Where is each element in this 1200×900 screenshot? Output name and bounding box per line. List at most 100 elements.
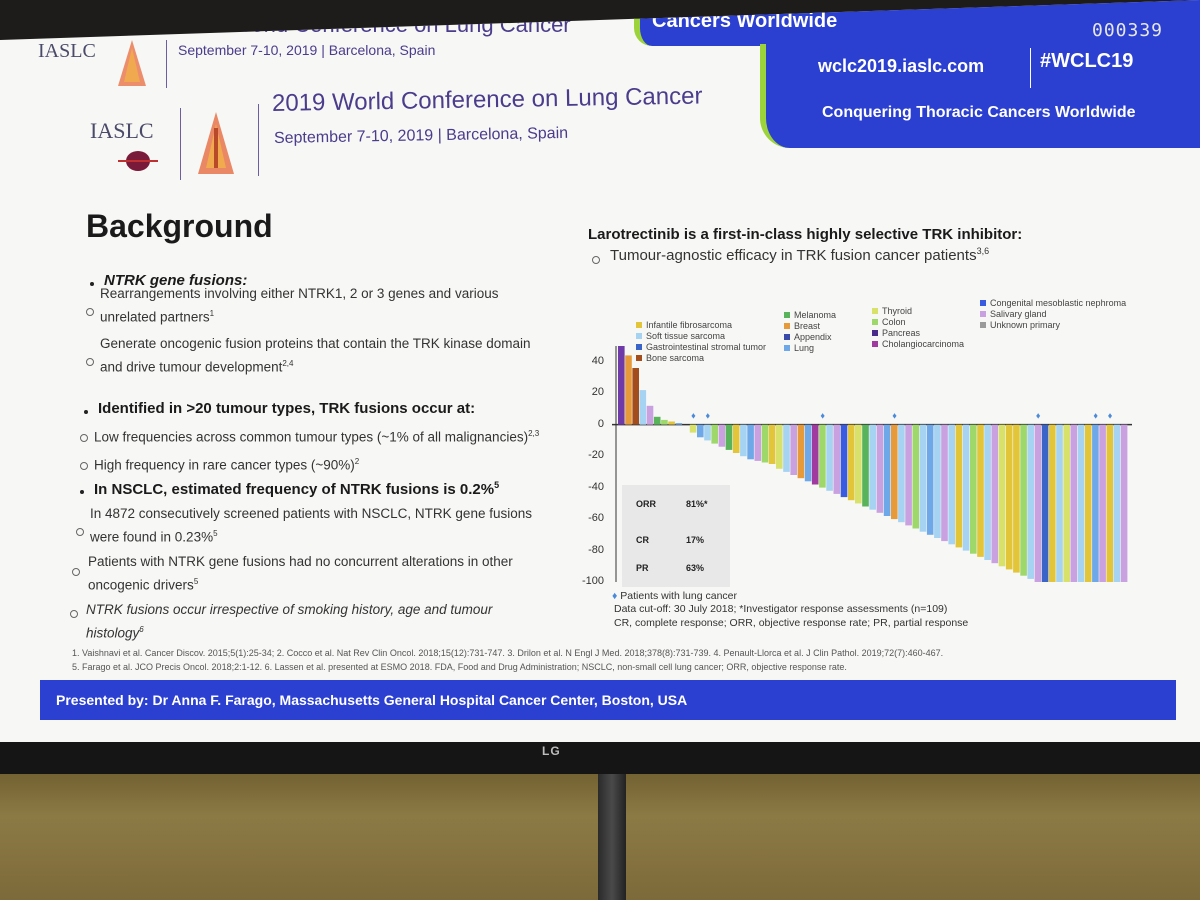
waterfall-bar bbox=[934, 424, 941, 538]
y-tick-label: -80 bbox=[588, 543, 604, 556]
lung-patient-marker: ♦ bbox=[892, 411, 897, 421]
waterfall-bar bbox=[977, 424, 984, 557]
legend-label: Soft tissue sarcoma bbox=[646, 331, 726, 341]
waterfall-bar bbox=[632, 368, 639, 425]
header-divider-3 bbox=[258, 104, 259, 176]
waterfall-bar bbox=[704, 424, 711, 441]
sub-marker bbox=[80, 434, 88, 442]
waterfall-bar bbox=[811, 424, 819, 485]
sub-low-frequencies: Low frequencies across common tumour typ… bbox=[94, 424, 539, 448]
right-title: Larotrectinib is a first-in-class highly… bbox=[588, 226, 1023, 243]
waterfall-bar bbox=[732, 424, 740, 453]
bullet-nsclc-frequency: In NSCLC, estimated frequency of NTRK fu… bbox=[94, 480, 499, 498]
legend-label: Pancreas bbox=[882, 328, 921, 338]
legend-label: Infantile fibrosarcoma bbox=[646, 320, 733, 330]
monitor-brand-logo: LG bbox=[542, 744, 561, 758]
legend-item: Bone sarcoma bbox=[636, 353, 704, 363]
waterfall-bar bbox=[804, 424, 812, 482]
legend-item: Gastrointestinal stromal tumor bbox=[636, 342, 766, 352]
waterfall-bar bbox=[898, 424, 905, 523]
sub-line-text: High frequency in rare cancer types (~90… bbox=[94, 457, 355, 473]
legend-label: Appendix bbox=[794, 332, 832, 342]
sub-line: In 4872 consecutively screened patients … bbox=[90, 506, 532, 521]
sub-line-ref: 5 bbox=[193, 577, 199, 586]
legend-label: Melanoma bbox=[794, 310, 837, 320]
waterfall-chart: ♦ ♦ ♦ ♦ ♦ ♦ ♦ bbox=[612, 346, 1132, 582]
legend-swatch bbox=[784, 334, 790, 340]
sub-no-concurrent: Patients with NTRK gene fusions had no c… bbox=[88, 552, 513, 596]
response-stats-box: ORR 81%* CR 17% PR 63% bbox=[622, 485, 730, 587]
waterfall-bar bbox=[1070, 424, 1078, 582]
legend-label: Colon bbox=[882, 317, 906, 327]
stat-pr-label: PR bbox=[636, 563, 649, 573]
waterfall-bar bbox=[725, 424, 733, 450]
banner-tagline: Conquering Thoracic Cancers Worldwide bbox=[822, 104, 1136, 121]
lung-organ-icon bbox=[118, 151, 158, 171]
legend-swatch bbox=[980, 322, 986, 328]
sub-marker bbox=[70, 610, 78, 618]
waterfall-bar bbox=[776, 424, 783, 469]
waterfall-bar bbox=[833, 424, 841, 494]
waterfall-bar bbox=[1120, 424, 1128, 582]
legend-swatch bbox=[636, 322, 642, 328]
legend-item: Infantile fibrosarcoma bbox=[636, 320, 732, 330]
bullet-marker bbox=[90, 282, 94, 286]
legend-item: Colon bbox=[872, 317, 906, 327]
waterfall-bar bbox=[941, 424, 948, 542]
waterfall-bar bbox=[711, 424, 718, 444]
waterfall-bar bbox=[1077, 424, 1085, 582]
waterfall-bar bbox=[998, 424, 1006, 567]
sub-marker bbox=[80, 462, 88, 470]
sub-line-text: histology bbox=[86, 625, 140, 641]
waterfall-bar bbox=[912, 424, 920, 529]
sub-line: NTRK fusions occur irrespective of smoki… bbox=[86, 602, 493, 617]
legend-swatch bbox=[872, 308, 878, 314]
header-divider-1 bbox=[166, 40, 167, 88]
legend-item: Unknown primary bbox=[980, 320, 1060, 330]
waterfall-bar bbox=[970, 424, 977, 554]
sub-high-frequency: High frequency in rare cancer types (~90… bbox=[94, 452, 359, 476]
sub-line: histology6 bbox=[86, 620, 492, 644]
legend-swatch bbox=[784, 345, 790, 351]
waterfall-bar bbox=[754, 424, 762, 461]
conference-date-2: September 7-10, 2019 | Barcelona, Spain bbox=[273, 124, 569, 147]
waterfall-bar bbox=[697, 424, 704, 438]
waterfall-bar bbox=[1084, 424, 1092, 582]
legend-item: Soft tissue sarcoma bbox=[636, 331, 725, 341]
sub-line-text: and drive tumour development bbox=[100, 359, 283, 375]
legend-item: Thyroid bbox=[872, 306, 912, 316]
bullet-text: In NSCLC, estimated frequency of NTRK fu… bbox=[94, 481, 495, 498]
waterfall-bar bbox=[819, 424, 826, 488]
y-tick-label: 0 bbox=[597, 417, 604, 430]
legend-item: Pancreas bbox=[872, 328, 920, 338]
legend-item: Appendix bbox=[784, 332, 832, 342]
references-line-1: 1. Vaishnavi et al. Cancer Discov. 2015;… bbox=[72, 648, 944, 658]
waterfall-bar bbox=[1005, 424, 1013, 570]
lung-patient-marker: ♦ bbox=[691, 411, 696, 421]
waterfall-bar bbox=[646, 405, 654, 425]
sub-line-text: unrelated partners bbox=[100, 309, 210, 325]
waterfall-bar bbox=[1020, 424, 1027, 576]
sub-line-text: oncogenic drivers bbox=[88, 577, 194, 593]
waterfall-bar bbox=[740, 424, 747, 457]
waterfall-bar bbox=[1027, 424, 1034, 579]
sub-line: and drive tumour development2,4 bbox=[100, 354, 531, 378]
lung-marker-text: Patients with lung cancer bbox=[620, 590, 738, 602]
waterfall-bar bbox=[1063, 424, 1070, 582]
stat-pr-value: 63% bbox=[686, 563, 705, 573]
sub-line-ref: 2,4 bbox=[282, 359, 294, 368]
waterfall-bar bbox=[905, 424, 912, 526]
waterfall-bar bbox=[1092, 424, 1099, 582]
legend-label: Gastrointestinal stromal tumor bbox=[646, 342, 767, 352]
waterfall-bar bbox=[675, 423, 683, 425]
sub-irrespective: NTRK fusions occur irrespective of smoki… bbox=[86, 600, 492, 644]
abbreviation-note: CR, complete response; ORR, objective re… bbox=[614, 617, 969, 629]
y-tick-label: -20 bbox=[588, 449, 604, 462]
sub-marker bbox=[592, 256, 600, 264]
bullet-marker bbox=[84, 410, 88, 414]
sub-line-ref: 6 bbox=[139, 625, 144, 634]
lung-patient-marker: ♦ bbox=[706, 411, 711, 421]
lung-patient-marker: ♦ bbox=[1108, 411, 1113, 421]
legend-label: Breast bbox=[794, 321, 821, 331]
lung-marker-icon: ♦ bbox=[612, 590, 618, 602]
